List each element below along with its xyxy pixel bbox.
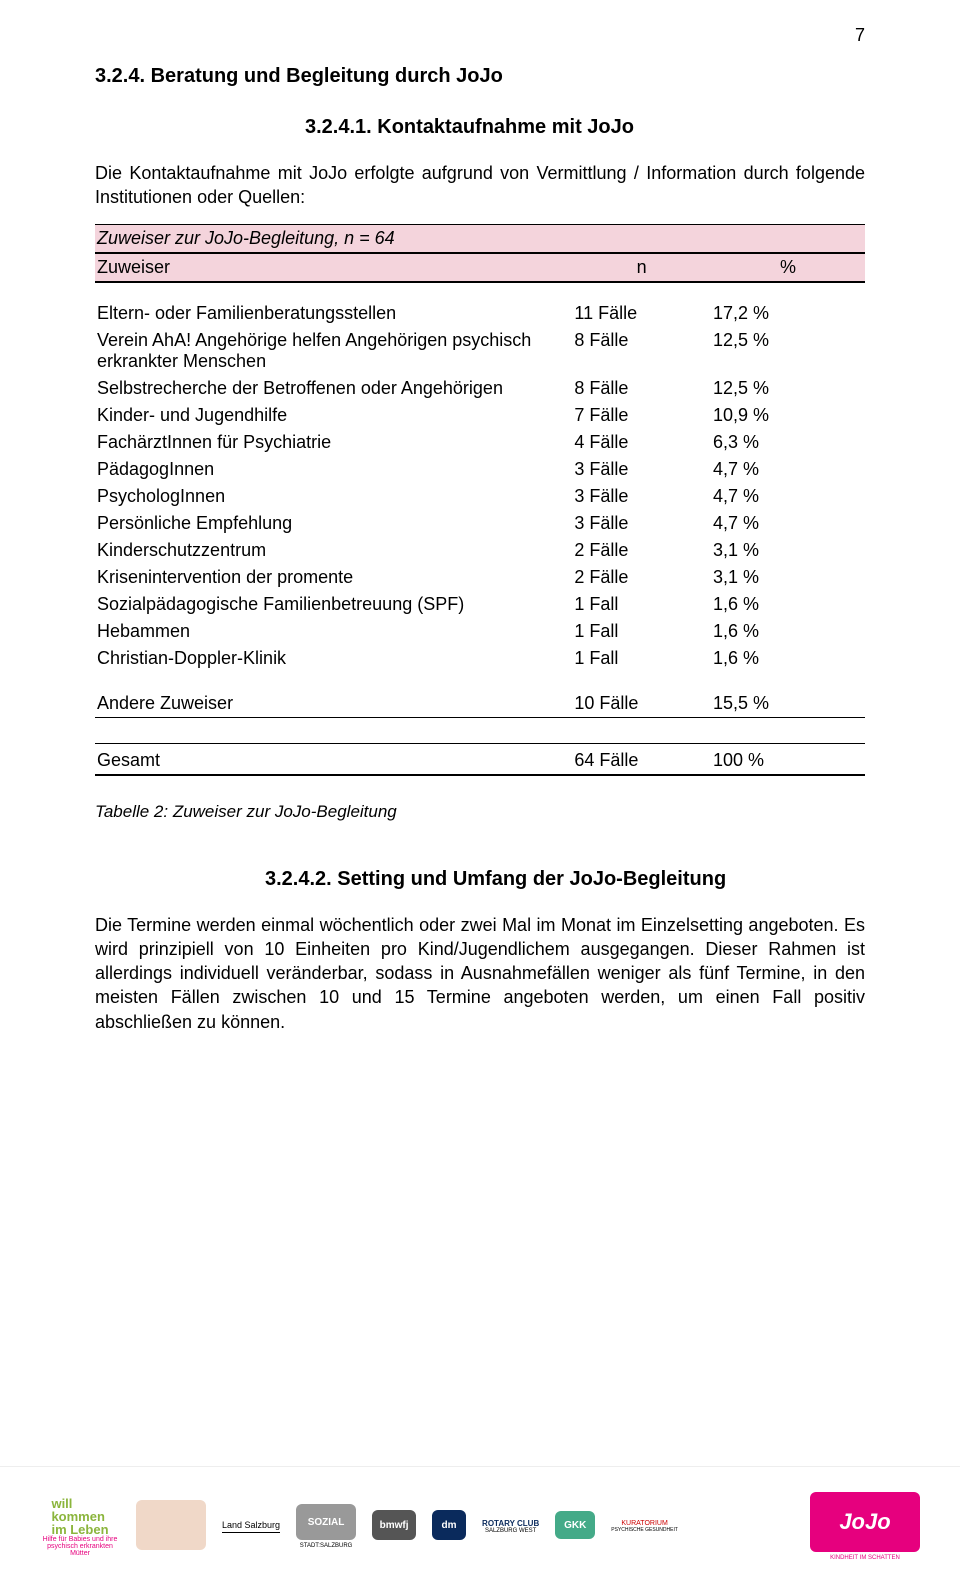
- logo-gkk: GKK: [555, 1511, 595, 1542]
- table-row: PädagogInnen3 Fälle4,7 %: [95, 456, 865, 483]
- footer-logo-bar: willkommenim Leben Hilfe für Babies und …: [0, 1466, 960, 1586]
- logo-sozial: SOZIALSTADT:SALZBURG: [296, 1504, 356, 1549]
- table-row: Kinder- und Jugendhilfe7 Fälle10,9 %: [95, 402, 865, 429]
- th-n: n: [572, 253, 711, 282]
- table-row: Persönliche Empfehlung3 Fälle4,7 %: [95, 510, 865, 537]
- heading-3-2-4-2: 3.2.4.2. Setting und Umfang der JoJo-Beg…: [265, 868, 865, 891]
- logo-bmwfj: bmwfj: [372, 1510, 416, 1543]
- table-row: Krisenintervention der promente2 Fälle3,…: [95, 564, 865, 591]
- th-pct: %: [711, 253, 865, 282]
- heading-3-2-4-1: 3.2.4.1. Kontaktaufnahme mit JoJo: [305, 116, 865, 139]
- th-zuweiser: Zuweiser: [95, 253, 572, 282]
- logo-jojo: JoJo KINDHEIT IM SCHATTEN: [810, 1492, 920, 1561]
- table-row: Hebammen1 Fall1,6 %: [95, 618, 865, 645]
- section2-paragraph: Die Termine werden einmal wöchentlich od…: [95, 913, 865, 1034]
- table-row: Eltern- oder Familienberatungsstellen11 …: [95, 300, 865, 327]
- intro-paragraph: Die Kontaktaufnahme mit JoJo erfolgte au…: [95, 161, 865, 210]
- table-row: Christian-Doppler-Klinik1 Fall1,6 %: [95, 645, 865, 672]
- table-row: PsychologInnen3 Fälle4,7 %: [95, 483, 865, 510]
- table-other-row: Andere Zuweiser10 Fälle15,5 %: [95, 690, 865, 718]
- logo-willkommen: willkommenim Leben Hilfe für Babies und …: [40, 1497, 120, 1557]
- table-caption-row: Zuweiser zur JoJo-Begleitung, n = 64: [95, 224, 865, 253]
- logo-baby-photo: [136, 1500, 206, 1553]
- logo-kuratorium: KURATORIUMPSYCHISCHE GESUNDHEIT: [611, 1520, 678, 1533]
- zuweiser-table: Zuweiser zur JoJo-Begleitung, n = 64 Zuw…: [95, 224, 865, 782]
- table-row: Kinderschutzzentrum2 Fälle3,1 %: [95, 537, 865, 564]
- table-row: Sozialpädagogische Familienbetreuung (SP…: [95, 591, 865, 618]
- table-total-row: Gesamt64 Fälle100 %: [95, 743, 865, 775]
- page-number: 7: [855, 25, 865, 46]
- table-row: FachärztInnen für Psychiatrie4 Fälle6,3 …: [95, 429, 865, 456]
- heading-3-2-4: 3.2.4. Beratung und Begleitung durch JoJ…: [95, 65, 865, 88]
- logo-dm: dm: [432, 1510, 466, 1543]
- table-row: Verein AhA! Angehörige helfen Angehörige…: [95, 327, 865, 366]
- logo-land-salzburg: Land Salzburg: [222, 1520, 280, 1533]
- table-caption-label: Tabelle 2: Zuweiser zur JoJo-Begleitung: [95, 802, 865, 822]
- table-row: Selbstrecherche der Betroffenen oder Ang…: [95, 375, 865, 402]
- logo-rotary: ROTARY CLUBSALZBURG WEST: [482, 1519, 539, 1534]
